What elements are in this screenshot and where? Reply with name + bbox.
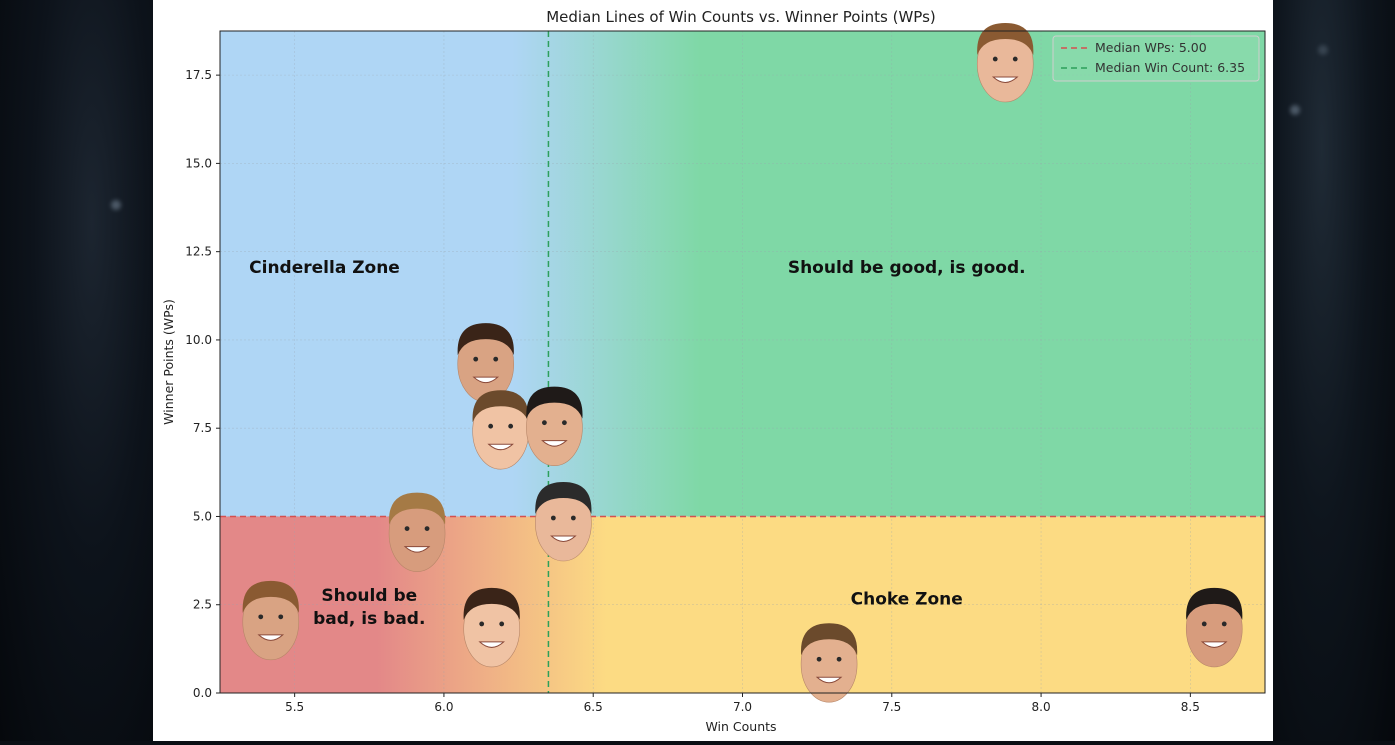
background-left xyxy=(0,0,153,741)
hair-shape xyxy=(388,492,446,525)
eye-shape xyxy=(508,423,514,429)
eye-shape xyxy=(1012,56,1018,62)
hair-shape xyxy=(472,390,529,423)
smile-shape xyxy=(550,535,577,542)
eye-shape xyxy=(992,56,998,62)
legend-label-median-win: Median Win Count: 6.35 xyxy=(1095,60,1245,75)
eye-shape xyxy=(258,614,264,620)
x-tick-label: 6.0 xyxy=(434,700,453,714)
hair-shape xyxy=(526,386,583,419)
y-tick-label: 17.5 xyxy=(185,68,212,82)
legend: Median WPs: 5.00 Median Win Count: 6.35 xyxy=(1052,35,1260,82)
chart-figure: Median Lines of Win Counts vs. Winner Po… xyxy=(153,0,1273,741)
background-right xyxy=(1273,0,1395,741)
x-tick-label: 5.5 xyxy=(285,700,304,714)
legend-label-median-wps: Median WPs: 5.00 xyxy=(1095,40,1207,55)
smile-shape xyxy=(1200,641,1228,648)
player-face-marker xyxy=(535,481,592,562)
light-dot xyxy=(1318,45,1328,55)
smile-shape xyxy=(472,376,500,384)
eye-shape xyxy=(562,420,567,426)
eye-shape xyxy=(1221,621,1227,627)
hair-shape xyxy=(1186,587,1243,620)
y-tick-label: 12.5 xyxy=(185,245,212,259)
y-tick-label: 2.5 xyxy=(193,598,212,612)
smile-shape xyxy=(478,641,505,648)
smile-shape xyxy=(403,546,431,553)
eye-shape xyxy=(1201,621,1207,627)
smile-shape xyxy=(815,676,843,684)
player-face-marker xyxy=(976,23,1034,103)
y-tick-label: 15.0 xyxy=(185,156,212,170)
zone-label: Should be xyxy=(321,586,417,606)
light-dot xyxy=(111,200,121,210)
eye-shape xyxy=(570,515,576,521)
zone-label: bad, is bad. xyxy=(313,609,425,629)
player-face-marker xyxy=(800,623,858,703)
x-tick-label: 6.5 xyxy=(584,700,603,714)
player-face-marker xyxy=(457,323,515,403)
light-dot xyxy=(1290,105,1300,115)
scatter-chart: Median Lines of Win Counts vs. Winner Po… xyxy=(161,8,1266,734)
eye-shape xyxy=(493,356,499,362)
player-face-marker xyxy=(526,386,583,466)
x-tick-label: 8.0 xyxy=(1032,700,1051,714)
eye-shape xyxy=(550,515,556,521)
x-tick-label: 7.5 xyxy=(882,700,901,714)
player-face-marker xyxy=(242,580,300,661)
zone-label: Choke Zone xyxy=(851,590,963,610)
y-axis-label: Winner Points (WPs) xyxy=(161,299,176,425)
eye-shape xyxy=(278,614,284,620)
y-tick-label: 7.5 xyxy=(193,421,212,435)
hair-shape xyxy=(535,481,592,514)
chart-title: Median Lines of Win Counts vs. Winner Po… xyxy=(546,8,936,26)
upper-zone-background xyxy=(220,31,1265,517)
smile-shape xyxy=(991,76,1019,84)
smile-shape xyxy=(487,443,514,451)
player-face-marker xyxy=(463,587,521,668)
y-tick-label: 0.0 xyxy=(193,686,212,700)
hair-shape xyxy=(457,323,514,356)
x-tick-label: 8.5 xyxy=(1181,700,1200,714)
eye-shape xyxy=(488,423,494,429)
y-tick-label: 5.0 xyxy=(193,509,212,523)
hair-shape xyxy=(463,587,520,620)
eye-shape xyxy=(424,526,430,531)
eye-shape xyxy=(816,656,822,662)
eye-shape xyxy=(542,420,547,426)
y-tick-label: 10.0 xyxy=(185,333,212,347)
eye-shape xyxy=(836,656,842,662)
zone-label: Cinderella Zone xyxy=(249,258,400,278)
eye-shape xyxy=(404,526,410,531)
player-face-marker xyxy=(472,390,529,470)
hair-shape xyxy=(800,623,858,656)
player-face-marker xyxy=(388,492,446,572)
x-tick-label: 7.0 xyxy=(733,700,752,714)
smile-shape xyxy=(541,440,568,447)
hair-shape xyxy=(242,580,299,613)
zone-label: Should be good, is good. xyxy=(788,258,1026,278)
player-face-marker xyxy=(1185,587,1243,668)
x-axis-label: Win Counts xyxy=(705,719,776,734)
legend-box xyxy=(1052,35,1260,82)
eye-shape xyxy=(499,621,505,627)
eye-shape xyxy=(473,356,479,362)
eye-shape xyxy=(479,621,485,627)
smile-shape xyxy=(257,634,285,641)
